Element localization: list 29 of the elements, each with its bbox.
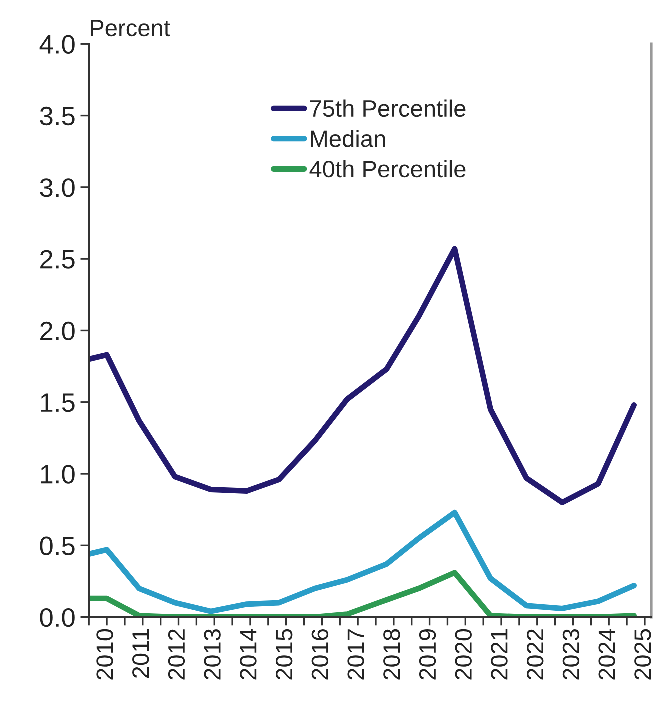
legend-label: 40th Percentile xyxy=(310,160,466,178)
y-tick-label: 2.0 xyxy=(40,322,75,341)
x-tick-label: 2018 xyxy=(384,629,400,680)
y-tick-label: 0.0 xyxy=(40,608,75,628)
x-tick-label: 2014 xyxy=(240,629,257,680)
x-tick-label: 2023 xyxy=(562,629,580,680)
x-tick-label: 2025 xyxy=(634,629,652,680)
x-tick-label: 2021 xyxy=(491,630,508,680)
y-tick-label: 4.0 xyxy=(40,35,75,54)
x-tick-label: 2020 xyxy=(455,629,472,680)
legend-label: Median xyxy=(311,130,386,148)
x-tick-label: 2012 xyxy=(168,630,186,680)
x-tick-label: 2011 xyxy=(132,630,150,678)
x-tick-label: 2017 xyxy=(348,630,364,680)
y-tick-label: 1.5 xyxy=(41,394,75,412)
y-tick-label: 3.0 xyxy=(40,178,75,198)
y-tick-label: 1.0 xyxy=(41,465,75,484)
y-tick-label: 2.5 xyxy=(40,250,75,269)
x-tick-label: 2010 xyxy=(96,629,114,680)
x-tick-label: 2019 xyxy=(419,630,436,680)
y-tick-label: 0.5 xyxy=(40,536,75,556)
y-tick-label: 3.5 xyxy=(40,106,75,126)
x-tick-label: 2015 xyxy=(276,629,293,680)
y-axis-title: Percent xyxy=(91,20,170,37)
x-tick-label: 2013 xyxy=(204,629,221,680)
x-tick-label: 2022 xyxy=(526,630,544,680)
x-tick-label: 2016 xyxy=(312,629,329,680)
x-tick-label: 2024 xyxy=(598,629,616,680)
legend-label: 75th Percentile xyxy=(310,100,466,118)
